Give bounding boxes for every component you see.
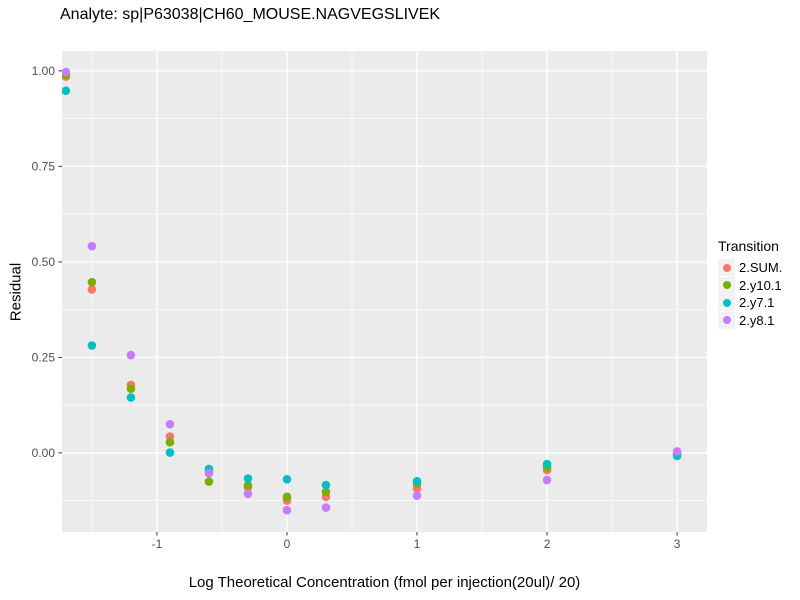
legend-item-2.y8.1: 2.y8.1	[718, 311, 782, 330]
point-2.y8.1	[412, 491, 422, 501]
point-2.y7.1	[126, 393, 136, 402]
legend-item-label: 2.SUM.	[739, 260, 783, 276]
point-2.y10.1	[126, 384, 136, 394]
point-2.y8.1	[672, 447, 682, 456]
x-tick-label: 0	[284, 537, 291, 551]
point-2.y10.1	[243, 481, 253, 490]
legend-item-2.y10.1: 2.y10.1	[718, 276, 782, 295]
point-2.y7.1	[542, 459, 552, 469]
point-2.y8.1	[165, 419, 175, 429]
point-2.y10.1	[204, 477, 214, 486]
point-2.y7.1	[62, 86, 71, 96]
point-2.y7.1	[243, 474, 253, 483]
point-2.y8.1	[87, 241, 97, 251]
point-2.y10.1	[321, 487, 331, 497]
x-axis-title: Log Theoretical Concentration (fmol per …	[188, 574, 581, 591]
point-2.y7.1	[412, 476, 422, 486]
y-tick-label: 0.00	[32, 446, 56, 460]
y-tick-label: 1.00	[32, 64, 56, 78]
point-2.y8.1	[321, 503, 331, 512]
legend-dot-icon	[722, 298, 731, 307]
legend-dot-icon	[722, 316, 731, 325]
point-2.y8.1	[282, 505, 292, 515]
point-2.y10.1	[282, 492, 292, 502]
legend-key-icon	[718, 259, 735, 277]
legend-key-icon	[718, 311, 735, 329]
y-tick-label: 0.25	[32, 350, 56, 364]
legend-items: 2.SUM. 2.y10.1 2.y7.1 2.y8.1	[718, 259, 782, 329]
point-2.y10.1	[165, 437, 175, 447]
x-tick-label: 1	[414, 537, 421, 551]
legend-dot-icon	[722, 281, 731, 290]
point-2.y8.1	[243, 489, 253, 499]
legend-key-icon	[718, 294, 735, 312]
point-2.y7.1	[87, 341, 97, 350]
legend-dot-icon	[722, 263, 731, 272]
point-2.y8.1	[204, 468, 214, 478]
point-2.SUM.	[87, 285, 97, 294]
point-2.y8.1	[126, 350, 136, 360]
point-2.y8.1	[542, 475, 552, 485]
x-tick-label: -1	[152, 537, 163, 551]
x-tick-label: 2	[544, 537, 551, 551]
point-2.y7.1	[282, 474, 292, 484]
legend-item-label: 2.y10.1	[739, 277, 782, 293]
y-tick-label: 0.50	[32, 255, 56, 269]
legend-title: Transition	[718, 238, 779, 254]
legend-key-icon	[718, 276, 735, 294]
legend-item-2.y7.1: 2.y7.1	[718, 294, 782, 312]
point-2.y8.1	[62, 67, 71, 77]
legend: Transition 2.SUM. 2.y10.1 2.y7.1 2.y8.1	[718, 238, 782, 329]
x-tick-label: 3	[674, 537, 681, 551]
panel-background	[62, 51, 707, 532]
legend-item-label: 2.y8.1	[739, 312, 775, 328]
y-tick-label: 0.75	[32, 159, 56, 173]
point-2.y7.1	[321, 480, 331, 490]
legend-item-label: 2.y7.1	[739, 295, 775, 311]
plot-title: Analyte: sp|P63038|CH60_MOUSE.NAGVEGSLIV…	[60, 6, 441, 23]
point-2.y7.1	[165, 448, 175, 457]
point-2.y10.1	[87, 277, 97, 287]
legend-item-2.SUM.: 2.SUM.	[718, 259, 782, 277]
